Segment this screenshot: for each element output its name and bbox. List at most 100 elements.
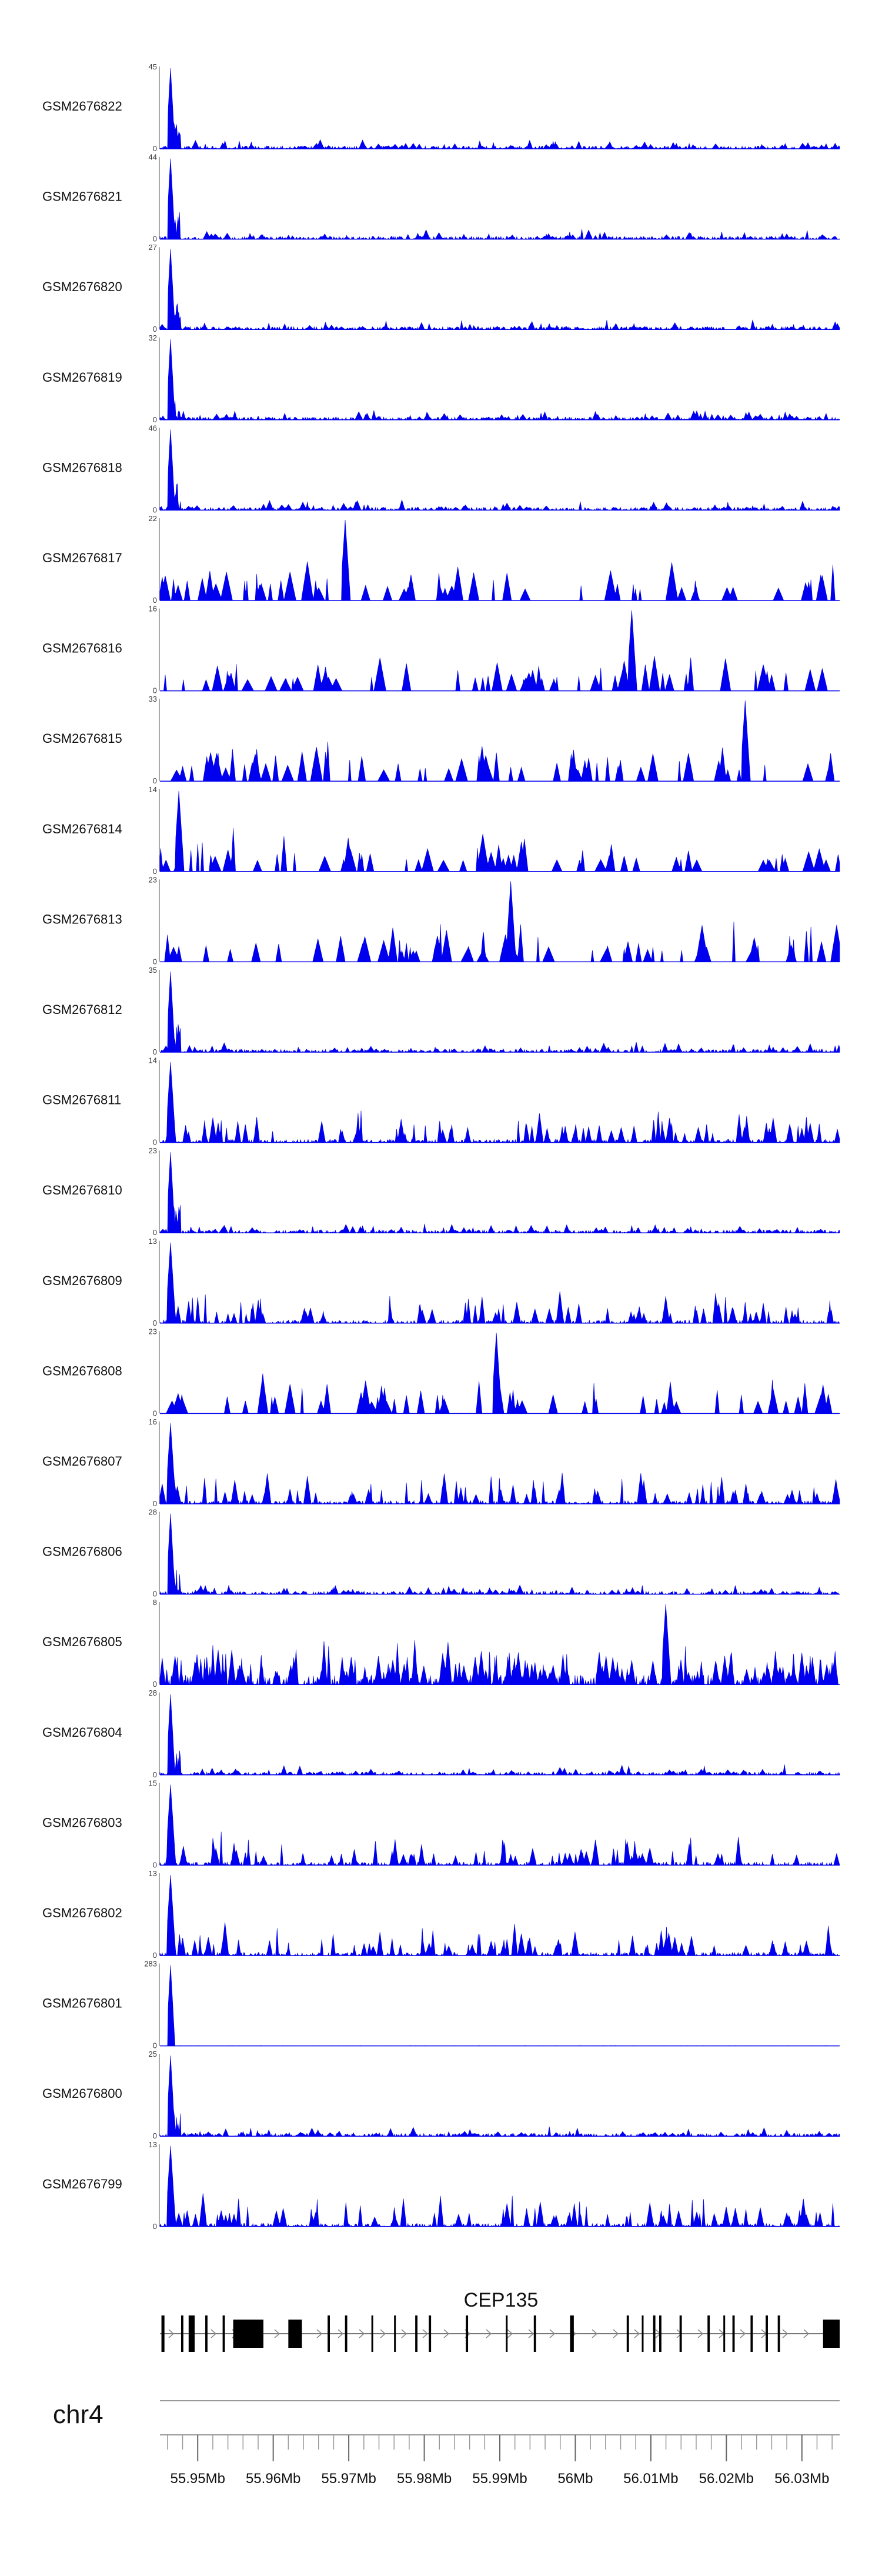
track-ymax-label: 27 [149,243,157,252]
track-ymax-label: 44 [149,153,157,162]
coverage-area [159,1513,840,1595]
coverage-area [159,1784,840,1866]
exon [205,2315,208,2352]
track-ymin-label: 0 [153,1951,157,1960]
track-ymin-label: 0 [153,1770,157,1779]
genome-axis: chr4 55.95Mb 55.96Mb 55.97Mb 55.98Mb 55.99Mb… [53,2400,840,2487]
track-ymax-label: 25 [149,2050,157,2058]
track-ymax-label: 23 [149,875,157,884]
track-ymin-label: 0 [153,505,157,514]
coverage-area [159,519,840,601]
track-ymax-label: 15 [149,1778,157,1787]
strand-arrow [549,2329,556,2338]
track-ymin-label: 0 [153,686,157,695]
coverage-tracks: GSM2676822450GSM2676821440GSM2676820270G… [42,62,840,2231]
strand-arrow [697,2329,704,2338]
exon [188,2315,195,2352]
track-GSM2676801: GSM2676801 283 0 [42,1960,840,2050]
track-ymax-label: 13 [149,1237,157,1246]
exon [732,2315,735,2352]
strand-arrow [507,2329,513,2338]
track-label: GSM2676808 [42,1363,122,1378]
track-GSM2676804: GSM2676804 28 0 [42,1689,840,1779]
track-ymax-label: 33 [149,695,157,703]
track-ymin-label: 0 [153,144,157,153]
exon [222,2315,225,2352]
track-ymax-label: 32 [149,333,157,342]
axis-tick-label: 56.03Mb [774,2471,829,2487]
track-ymax-label: 16 [149,1417,157,1426]
coverage-area [159,429,840,511]
track-ymin-label: 0 [153,415,157,424]
exon [429,2315,432,2352]
track-label: GSM2676818 [42,460,122,475]
track-GSM2676821: GSM2676821 44 0 [42,153,840,243]
track-GSM2676810: GSM2676810 23 0 [42,1146,840,1237]
track-ymin-label: 0 [153,1409,157,1417]
coverage-area [160,610,840,692]
track-ymin-label: 0 [153,1319,157,1327]
strand-arrow [401,2329,407,2338]
track-GSM2676802: GSM2676802 13 0 [42,1869,840,1960]
coverage-area [159,249,840,331]
exon [161,2315,165,2352]
track-ymin-label: 0 [153,235,157,243]
exon [345,2315,348,2352]
exon [570,2315,574,2352]
strand-arrow [634,2329,640,2338]
track-GSM2676799: GSM2676799 13 0 [42,2140,840,2231]
exon [707,2315,710,2352]
track-ymin-label: 0 [153,1499,157,1508]
coverage-area [160,1062,840,1143]
track-label: GSM2676816 [42,641,122,656]
strand-arrow [274,2329,280,2338]
coverage-area [159,339,840,421]
axis-tick-label: 55.97Mb [321,2471,376,2487]
strand-arrow [422,2329,429,2338]
track-label: GSM2676812 [42,1002,122,1017]
coverage-area [159,1604,840,1686]
strand-arrow [486,2329,492,2338]
track-ymin-label: 0 [153,1680,157,1689]
track-GSM2676812: GSM2676812 35 0 [42,966,840,1056]
strand-arrow [359,2329,365,2338]
axis-tick-label: 56.01Mb [623,2471,678,2487]
exon [653,2315,656,2352]
exon [394,2315,396,2352]
axis-tick-label: 55.96Mb [246,2471,300,2487]
axis-tick-label: 56Mb [557,2471,593,2487]
track-ymin-label: 0 [153,2222,157,2231]
track-GSM2676806: GSM2676806 28 0 [42,1508,840,1599]
exon [750,2315,753,2352]
strand-arrow [803,2329,810,2338]
track-ymax-label: 14 [149,785,157,794]
exon [642,2315,644,2352]
track-ymax-label: 23 [149,1327,157,1336]
track-ymin-label: 0 [153,776,157,785]
exon [723,2315,726,2352]
track-ymin-label: 0 [153,2131,157,2140]
track-GSM2676811: GSM2676811 14 0 [42,1056,840,1147]
track-ymax-label: 22 [149,514,157,523]
exon [328,2315,330,2352]
track-ymax-label: 46 [149,423,157,432]
track-ymax-label: 8 [153,1598,157,1607]
track-label: GSM2676801 [42,1996,122,2011]
strand-arrow [782,2329,789,2338]
track-GSM2676815: GSM2676815 33 0 [42,695,840,785]
strand-arrow [380,2329,386,2338]
track-ymax-label: 23 [149,1146,157,1155]
strand-arrow [528,2329,534,2338]
track-ymax-label: 28 [149,1508,157,1517]
track-GSM2676814: GSM2676814 14 0 [42,785,840,876]
track-ymax-label: 14 [149,1056,157,1065]
track-label: GSM2676804 [42,1725,122,1740]
track-label: GSM2676819 [42,370,122,385]
exon [506,2315,508,2352]
track-ymin-label: 0 [153,867,157,876]
track-label: GSM2676817 [42,550,122,565]
track-ymax-label: 283 [144,1960,157,1968]
coverage-area [159,2145,840,2227]
track-GSM2676819: GSM2676819 32 0 [42,333,840,424]
